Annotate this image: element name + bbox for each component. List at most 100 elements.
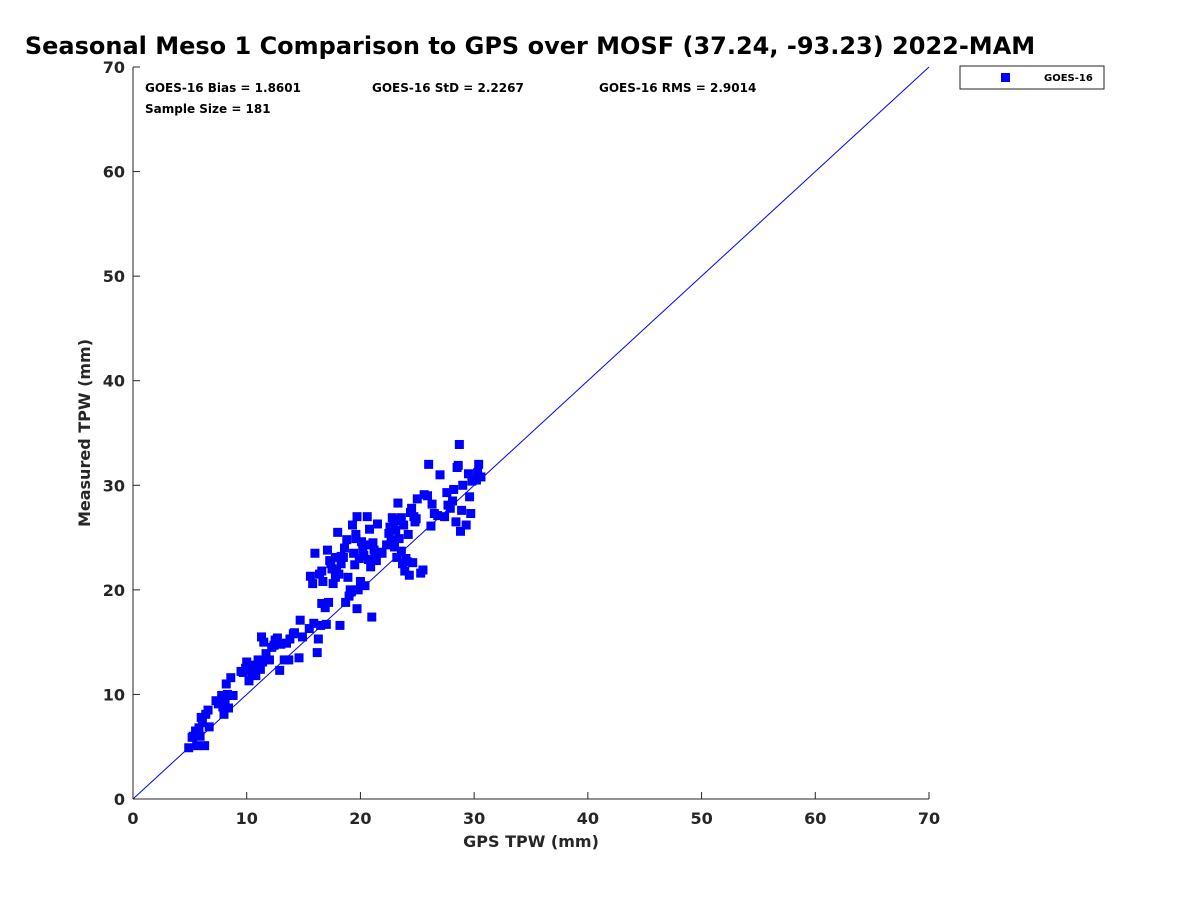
data-point [351, 529, 361, 539]
data-point [411, 514, 421, 524]
data-point [359, 550, 369, 560]
x-tick-label: 10 [236, 809, 258, 828]
data-point [316, 620, 326, 630]
data-point [347, 520, 357, 530]
data-point [204, 722, 214, 732]
y-axis-title: Measured TPW (mm) [75, 339, 94, 527]
plot-area: 0 10 20 30 40 50 60 70 0 10 20 30 40 50 60 70 [103, 58, 940, 828]
data-point [451, 517, 461, 527]
x-tick-label: 40 [577, 809, 599, 828]
data-point [197, 718, 207, 728]
data-point [400, 566, 410, 576]
data-point [453, 460, 463, 470]
data-point [191, 726, 201, 736]
data-point [328, 579, 338, 589]
data-point [426, 521, 436, 531]
data-point [242, 657, 252, 667]
rms-stat: GOES-16 RMS = 2.9014 [599, 81, 756, 95]
data-point [458, 480, 468, 490]
data-point [222, 689, 232, 699]
data-point [305, 571, 315, 581]
data-point [368, 538, 378, 548]
data-point [372, 519, 382, 529]
data-point [455, 526, 465, 536]
data-point [184, 743, 194, 753]
data-point [363, 555, 373, 565]
data-point [386, 535, 396, 545]
data-point [407, 503, 417, 513]
data-point [213, 699, 223, 709]
data-point [236, 666, 246, 676]
data-point [371, 556, 381, 566]
data-point [218, 702, 228, 712]
data-point [341, 597, 351, 607]
y-tick-label: 50 [103, 267, 125, 286]
data-point [392, 552, 402, 562]
data-point [226, 673, 236, 683]
data-point [423, 491, 433, 501]
data-point [295, 615, 305, 625]
data-point [343, 572, 353, 582]
data-point [365, 524, 375, 534]
data-point [390, 542, 400, 552]
data-point [188, 731, 198, 741]
data-point [256, 632, 266, 642]
data-point [335, 620, 345, 630]
data-point [352, 512, 362, 522]
data-point [408, 558, 418, 568]
data-point [358, 545, 368, 555]
data-point [276, 639, 286, 649]
data-point [219, 709, 229, 719]
data-point [476, 472, 486, 482]
data-point [465, 492, 475, 502]
data-point [399, 520, 409, 530]
data-point [353, 585, 363, 595]
data-point [195, 731, 205, 741]
data-point [354, 553, 364, 563]
data-point [350, 560, 360, 570]
data-point [433, 511, 443, 521]
data-point [377, 548, 387, 558]
data-point [333, 527, 343, 537]
data-point [330, 572, 340, 582]
data-point [440, 512, 450, 522]
y-tick-label: 0 [114, 790, 125, 809]
chart-title: Seasonal Meso 1 Comparison to GPS over M… [25, 32, 1035, 60]
data-point [309, 618, 319, 628]
data-point [288, 629, 298, 639]
data-point [330, 552, 340, 562]
one-to-one-reference-line [132, 66, 930, 800]
data-point [418, 565, 428, 575]
data-point [313, 634, 323, 644]
x-tick-label: 70 [918, 809, 940, 828]
data-point [448, 496, 458, 506]
data-point [338, 552, 348, 562]
data-point [396, 513, 406, 523]
data-point [304, 624, 314, 634]
bias-stat: GOES-16 Bias = 1.8601 [145, 81, 301, 95]
data-point [247, 669, 257, 679]
data-point [221, 679, 231, 689]
data-point [261, 649, 271, 659]
data-point [244, 676, 254, 686]
data-point [297, 632, 307, 642]
data-point [224, 703, 234, 713]
data-point [310, 548, 320, 558]
y-tick-label: 70 [103, 58, 125, 77]
data-point [391, 525, 401, 535]
data-point [394, 534, 404, 544]
data-point [357, 537, 367, 547]
data-point [284, 655, 294, 665]
data-point [349, 548, 359, 558]
y-tick-label: 60 [103, 163, 125, 182]
data-point [264, 655, 274, 665]
y-tick-label: 40 [103, 372, 125, 391]
data-point [200, 741, 210, 751]
stats-annotation: GOES-16 Bias = 1.8601 GOES-16 StD = 2.22… [145, 81, 756, 116]
y-tick-label: 20 [103, 581, 125, 600]
std-stat: GOES-16 StD = 2.2267 [372, 81, 524, 95]
data-point [471, 475, 481, 485]
data-point [326, 559, 336, 569]
data-point [404, 570, 414, 580]
